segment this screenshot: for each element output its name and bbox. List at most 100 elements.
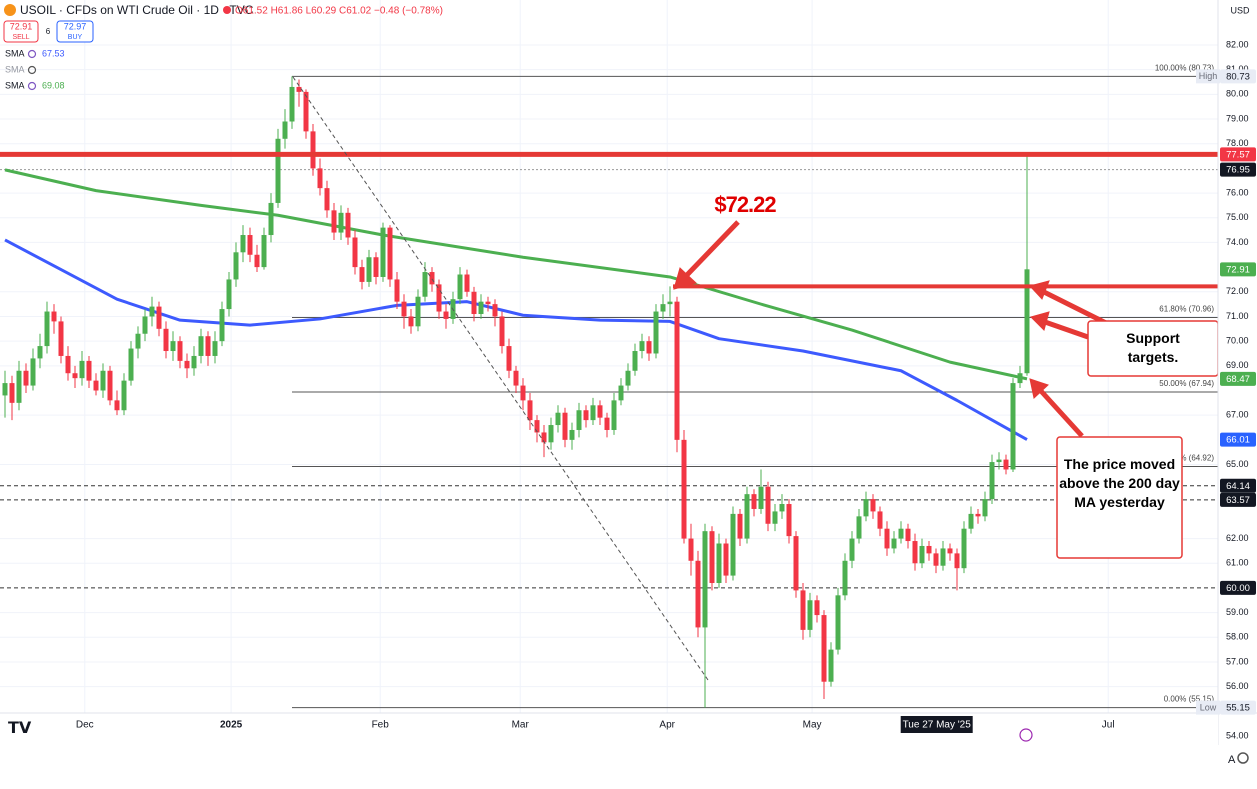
candle-body [905, 528, 911, 542]
price-tag-bg [1196, 700, 1220, 715]
candle-body [660, 304, 666, 312]
candle-body [114, 400, 120, 411]
y-tick-label: 74.00 [1226, 237, 1249, 247]
price-badge-label: 80.73 [1226, 71, 1250, 82]
candle-body [681, 439, 687, 539]
ma-note-box [1056, 436, 1183, 559]
symbol[interactable]: USOIL · CFDs on WTI Crude Oil · 1D · TVC [20, 3, 254, 17]
candle-body [373, 257, 379, 277]
candle-body [688, 538, 694, 561]
candle-body [212, 341, 218, 356]
x-tick-label: Jul [1102, 720, 1115, 731]
candle-body [646, 341, 652, 354]
buy-button[interactable] [56, 20, 94, 43]
price-tag: High [1199, 71, 1218, 81]
candle-body [548, 425, 554, 443]
arrow-head [1030, 311, 1050, 331]
candle-body [275, 138, 281, 203]
y-tick-label: 70.00 [1226, 336, 1249, 346]
candle-body [51, 311, 57, 322]
y-tick-label: 72.00 [1226, 286, 1249, 296]
candle-body [898, 528, 904, 539]
price-badge [1220, 478, 1256, 493]
candle-body [702, 531, 708, 628]
candle-body [674, 301, 680, 440]
candle-body [9, 383, 15, 403]
candle-body [849, 538, 855, 561]
candle-body [639, 341, 645, 352]
candle-body [534, 420, 540, 433]
sell-label: SELL [12, 34, 29, 41]
candle-body [709, 531, 715, 583]
candle-body [177, 341, 183, 361]
candle-body [1010, 383, 1016, 470]
candle-body [485, 301, 491, 305]
candle-body [142, 316, 148, 334]
candle-body [457, 274, 463, 300]
candle-body [751, 494, 757, 509]
candle-body [562, 412, 568, 440]
x-tick-label: Apr [659, 720, 675, 731]
candle-body [737, 513, 743, 539]
fib-label: 100.00% (80.73) [1155, 63, 1214, 72]
candle-body [37, 346, 43, 359]
sell-price: 72.91 [10, 21, 33, 31]
y-tick-label: 58.00 [1226, 632, 1249, 642]
candle-body [520, 385, 526, 401]
crosshair-label-bg [900, 716, 973, 733]
candle-body [429, 272, 435, 285]
candle-body [247, 235, 253, 255]
fib-label: 0.00% (55.15) [1164, 695, 1215, 704]
candle-body [800, 590, 806, 630]
candle-body [758, 486, 764, 509]
y-tick-label: 57.00 [1226, 656, 1249, 666]
candle-body [513, 370, 519, 386]
candle-body [121, 380, 127, 411]
price-badge-label: 68.47 [1226, 374, 1250, 385]
candle-body [926, 545, 932, 554]
indicator-name: SMA [5, 48, 25, 58]
candle-body [44, 311, 50, 347]
candle-body [730, 513, 736, 576]
candle-body [919, 545, 925, 564]
settings-button[interactable] [1237, 752, 1249, 764]
candle-body [590, 405, 596, 421]
price-badge-label: 55.15 [1226, 703, 1250, 714]
candle-body [310, 131, 316, 169]
auto-scale-button[interactable]: A [1228, 754, 1236, 766]
candle-body [58, 321, 64, 356]
price-badge [1220, 69, 1256, 84]
candle-body [912, 541, 918, 564]
candle-body [23, 370, 29, 386]
candle-body [744, 494, 750, 539]
candle-body [394, 279, 400, 302]
candle-body [611, 400, 617, 430]
candle-body [100, 370, 106, 391]
market-status [223, 6, 231, 14]
candle-body [772, 511, 778, 524]
candle-body [352, 237, 358, 268]
candle-body [667, 301, 673, 305]
candle-body [303, 91, 309, 132]
candle-body [541, 432, 547, 443]
support-note-wrap: Support targets. [1126, 330, 1180, 365]
candle-body [156, 306, 162, 329]
candle-body [261, 235, 267, 268]
ma-note: The price moved above the 200 day MA yes… [1059, 456, 1180, 510]
candle-body [93, 380, 99, 391]
price-badge-label: 60.00 [1226, 583, 1250, 594]
currency: USD [1230, 5, 1250, 15]
candle-body [716, 543, 722, 583]
candle-body [569, 429, 575, 440]
candle-body [968, 513, 974, 529]
fib-label: % (64.92) [1179, 454, 1214, 463]
candle-body [331, 210, 337, 233]
candle-body [478, 301, 484, 314]
symbol-icon [4, 4, 16, 16]
sell-button[interactable] [3, 20, 39, 43]
candle-body [492, 304, 498, 317]
event-icon[interactable] [1019, 728, 1033, 742]
candle-body [443, 311, 449, 319]
crosshair-label: Tue 27 May '25 [903, 720, 972, 731]
arrow-head [1029, 378, 1049, 399]
